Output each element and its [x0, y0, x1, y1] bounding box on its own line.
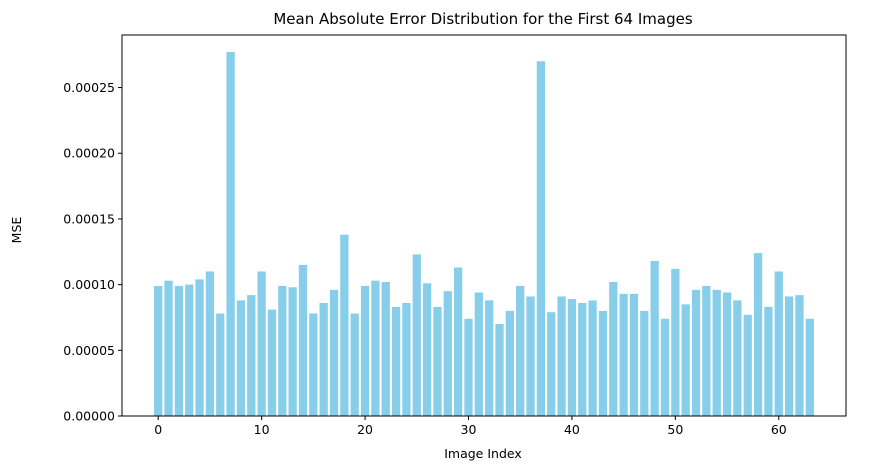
chart-title: Mean Absolute Error Distribution for the…	[273, 10, 693, 28]
bar-12	[278, 285, 287, 416]
bar-40	[567, 299, 577, 416]
bar-15	[309, 313, 318, 416]
bar-51	[681, 304, 690, 416]
bar-23	[391, 306, 401, 416]
bar-55	[722, 292, 732, 416]
x-tick-label: 0	[154, 422, 162, 437]
bar-32	[485, 300, 494, 416]
bar-28	[443, 291, 452, 416]
bar-0	[154, 285, 163, 416]
bar-36	[526, 296, 535, 416]
y-tick-label: 0.00025	[63, 80, 115, 95]
bar-34	[505, 310, 514, 416]
bar-22	[381, 281, 390, 416]
bar-42	[588, 300, 597, 416]
x-tick-label: 60	[771, 422, 787, 437]
y-tick-label: 0.00010	[63, 277, 115, 292]
bar-30	[464, 318, 473, 416]
x-tick-label: 10	[254, 422, 270, 437]
bar-10	[257, 271, 266, 416]
y-tick-label: 0.00015	[63, 211, 115, 226]
x-axis-label: Image Index	[444, 446, 522, 461]
bar-13	[288, 287, 297, 416]
bar-9	[247, 295, 256, 416]
bar-46	[629, 293, 639, 416]
y-tick-label: 0.00020	[63, 146, 115, 161]
bar-33	[495, 324, 504, 416]
bar-43	[598, 310, 608, 416]
bar-27	[433, 306, 442, 416]
bar-44	[609, 281, 618, 416]
bar-60	[774, 271, 783, 416]
bar-57	[743, 314, 752, 416]
bar-3	[185, 284, 194, 416]
bar-54	[712, 289, 721, 416]
bar-6	[216, 313, 225, 416]
bar-25	[412, 254, 421, 416]
bar-18	[340, 234, 349, 416]
bar-21	[371, 280, 380, 416]
x-tick-label: 40	[564, 422, 580, 437]
bar-47	[640, 310, 649, 416]
bar-52	[691, 289, 701, 416]
bar-17	[329, 289, 339, 416]
bar-24	[402, 303, 411, 416]
y-axis-label: MSE	[9, 217, 24, 244]
bar-7	[226, 52, 235, 416]
bar-5	[205, 271, 215, 416]
y-axis-ticks: 0.00000 0.00005 0.00010 0.00015 0.00020 0.000…	[63, 80, 122, 424]
bar-45	[619, 293, 628, 416]
bar-62	[795, 295, 804, 416]
bar-61	[784, 296, 794, 416]
bar-29	[454, 267, 463, 416]
bar-56	[733, 300, 742, 416]
bar-37	[536, 61, 546, 416]
bar-50	[671, 268, 680, 416]
y-tick-label: 0.00005	[63, 343, 115, 358]
bar-14	[298, 264, 308, 416]
bar-41	[578, 303, 587, 416]
bar-39	[557, 296, 566, 416]
bar-8	[236, 300, 246, 416]
y-tick-label: 0.00000	[63, 409, 115, 424]
x-tick-label: 50	[667, 422, 683, 437]
bar-19	[350, 313, 359, 416]
bar-53	[702, 285, 711, 416]
x-tick-label: 30	[461, 422, 477, 437]
x-tick-label: 20	[357, 422, 373, 437]
bar-63	[805, 318, 814, 416]
bar-26	[422, 283, 432, 416]
bar-58	[753, 253, 763, 416]
bar-31	[474, 292, 483, 416]
plot-frame	[121, 34, 847, 417]
bar-35	[516, 285, 525, 416]
x-axis-ticks: 0 10 20 30 40 50 60	[154, 416, 787, 437]
bar-2	[174, 285, 184, 416]
bar-16	[319, 303, 328, 416]
bar-38	[547, 312, 556, 416]
bar-11	[267, 309, 277, 416]
bar-48	[650, 260, 659, 416]
bar-59	[764, 306, 773, 416]
bar-4	[195, 279, 204, 416]
bars-group	[154, 52, 814, 416]
bar-49	[660, 318, 670, 416]
bar-20	[360, 285, 370, 416]
bar-1	[164, 280, 173, 416]
